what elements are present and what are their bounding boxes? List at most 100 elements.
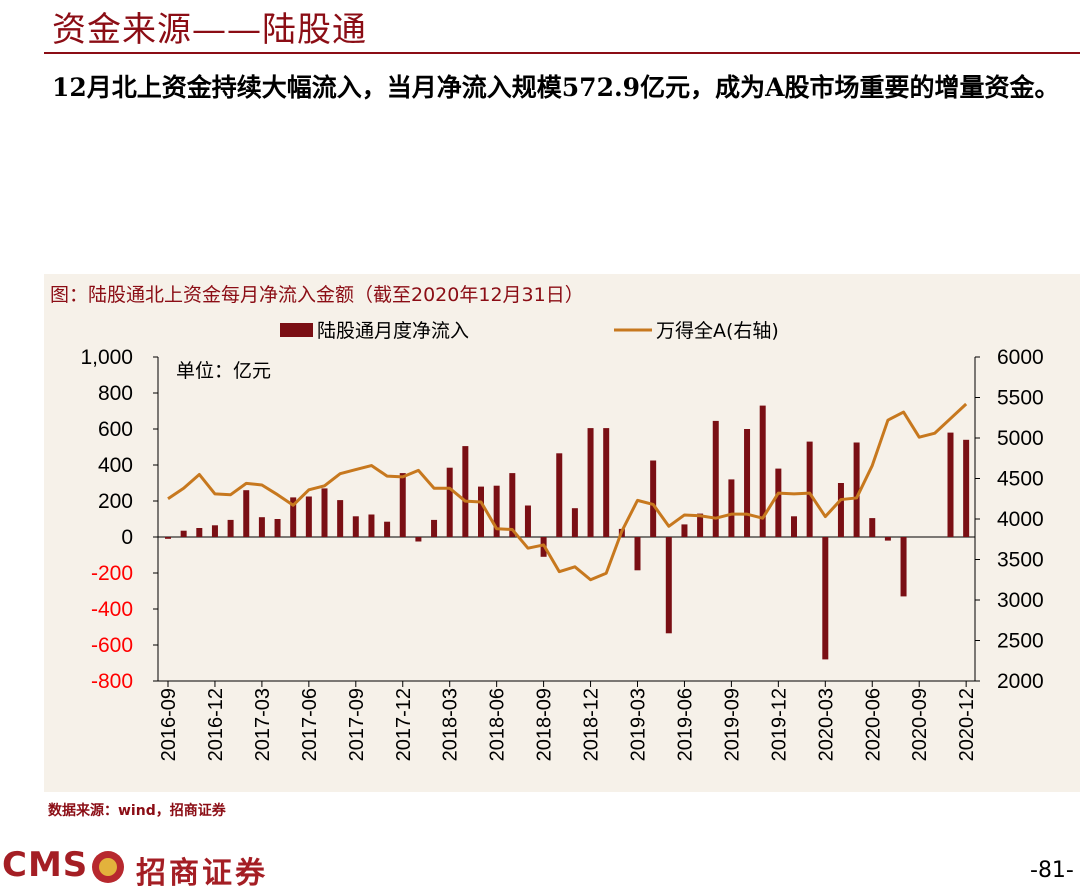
net-inflow-bar [337,500,344,537]
left-tick-label: -200 [91,562,133,585]
legend-bar-label: 陆股通月度净流入 [317,320,469,342]
net-inflow-bar [603,428,610,537]
cms-logo-text: CMS [2,845,89,885]
right-tick-label: 2000 [997,670,1044,693]
left-tick-label: 600 [98,418,133,441]
net-inflow-bar [963,439,970,537]
lead-paragraph: 12月北上资金持续大幅流入，当月净流入规模572.9亿元，成为A股市场重要的增量… [52,73,1060,102]
x-tick-label: 2017-06 [299,688,321,761]
net-inflow-bar [305,496,312,537]
net-inflow-bar [462,446,469,537]
net-inflow-bar [384,521,391,537]
right-tick-label: 4500 [997,468,1044,491]
cms-logo-name: 招商证券 [136,856,268,891]
net-inflow-bar [884,537,891,541]
x-tick-label: 2018-12 [581,688,603,761]
net-inflow-bar [791,516,797,537]
right-tick-label: 4000 [997,508,1044,531]
right-tick-label: 3500 [997,549,1044,572]
x-tick-label: 2019-03 [628,688,650,761]
x-tick-label: 2017-09 [346,688,368,761]
wind-all-a-line [167,402,968,582]
net-inflow-bar [712,420,719,537]
left-tick-label: -600 [91,634,133,657]
title-underline [44,52,1080,54]
left-tick-label: 800 [98,382,133,405]
net-inflow-bar [587,428,594,537]
right-tick-label: 6000 [997,346,1044,369]
net-inflow-bar [822,537,829,660]
net-inflow-bar [509,473,516,537]
net-inflow-bar [681,524,688,537]
net-inflow-bar [399,473,406,537]
net-inflow-bar [869,518,876,537]
net-inflow-bar [697,513,704,537]
x-tick-label: 2018-03 [440,688,462,761]
net-inflow-bar [196,528,203,537]
net-inflow-bar [227,519,234,537]
x-tick-label: 2016-12 [205,688,227,761]
x-tick-label: 2019-12 [768,688,790,761]
net-inflow-bar [493,485,500,537]
left-tick-label: 0 [121,526,133,549]
net-inflow-bar [556,453,563,537]
x-tick-label: 2020-09 [909,688,931,761]
left-tick-label: 1,000 [80,346,133,369]
net-inflow-bar [258,517,265,537]
x-tick-label: 2019-06 [674,688,696,761]
x-tick-label: 2017-03 [252,688,274,761]
net-inflow-bar [180,530,187,537]
net-inflow-bar [165,537,171,539]
x-tick-label: 2020-12 [956,688,978,761]
net-inflow-bar [744,429,751,537]
page-number: -81- [1030,858,1074,883]
net-inflow-bar [806,441,813,537]
right-tick-label: 2500 [997,630,1044,653]
chart-caption: 图：陆股通北上资金每月净流入金额（截至2020年12月31日） [50,284,584,306]
net-inflow-bar [478,486,484,537]
x-tick-label: 2017-12 [393,688,415,761]
net-inflow-bar [368,514,375,537]
net-inflow-bar [728,479,735,537]
net-inflow-bar [853,442,860,537]
net-inflow-bar [446,467,453,537]
net-inflow-bar [211,525,218,537]
cms-logo-seal-icon [92,851,124,883]
net-inflow-bar [524,505,531,537]
data-source-note: 数据来源：wind，招商证券 [48,803,226,819]
x-tick-label: 2018-06 [487,688,509,761]
left-tick-label: 200 [98,490,133,513]
net-inflow-bar [665,537,672,634]
net-inflow-bar [947,432,954,537]
net-inflow-bar [650,460,657,537]
net-inflow-bar [274,519,281,537]
left-tick-label: -400 [91,598,133,621]
unit-note: 单位：亿元 [176,360,271,382]
net-inflow-bar [900,537,907,597]
net-inflow-bar [321,488,328,537]
net-inflow-bar [837,483,844,537]
net-inflow-bar [634,537,641,571]
net-inflow-bar [775,468,782,537]
right-tick-label: 5500 [997,387,1044,410]
legend-line-label: 万得全A(右轴) [656,320,779,342]
net-inflow-bar [759,405,766,537]
x-tick-label: 2016-09 [158,688,180,761]
x-tick-label: 2020-03 [815,688,837,761]
net-inflow-bar [571,508,578,537]
x-tick-label: 2019-09 [721,688,743,761]
net-inflow-bar [243,490,250,537]
x-tick-label: 2020-06 [862,688,884,761]
right-tick-label: 3000 [997,589,1044,612]
left-tick-label: -800 [91,670,133,693]
net-inflow-bar [415,537,422,542]
net-inflow-bar [431,519,438,537]
section-title: 资金来源——陆股通 [52,10,367,50]
x-tick-label: 2018-09 [534,688,556,761]
net-inflow-bar [290,497,297,537]
net-inflow-bar [352,516,359,537]
legend-bar-swatch [280,323,313,337]
left-tick-label: 400 [98,454,133,477]
right-tick-label: 5000 [997,427,1044,450]
